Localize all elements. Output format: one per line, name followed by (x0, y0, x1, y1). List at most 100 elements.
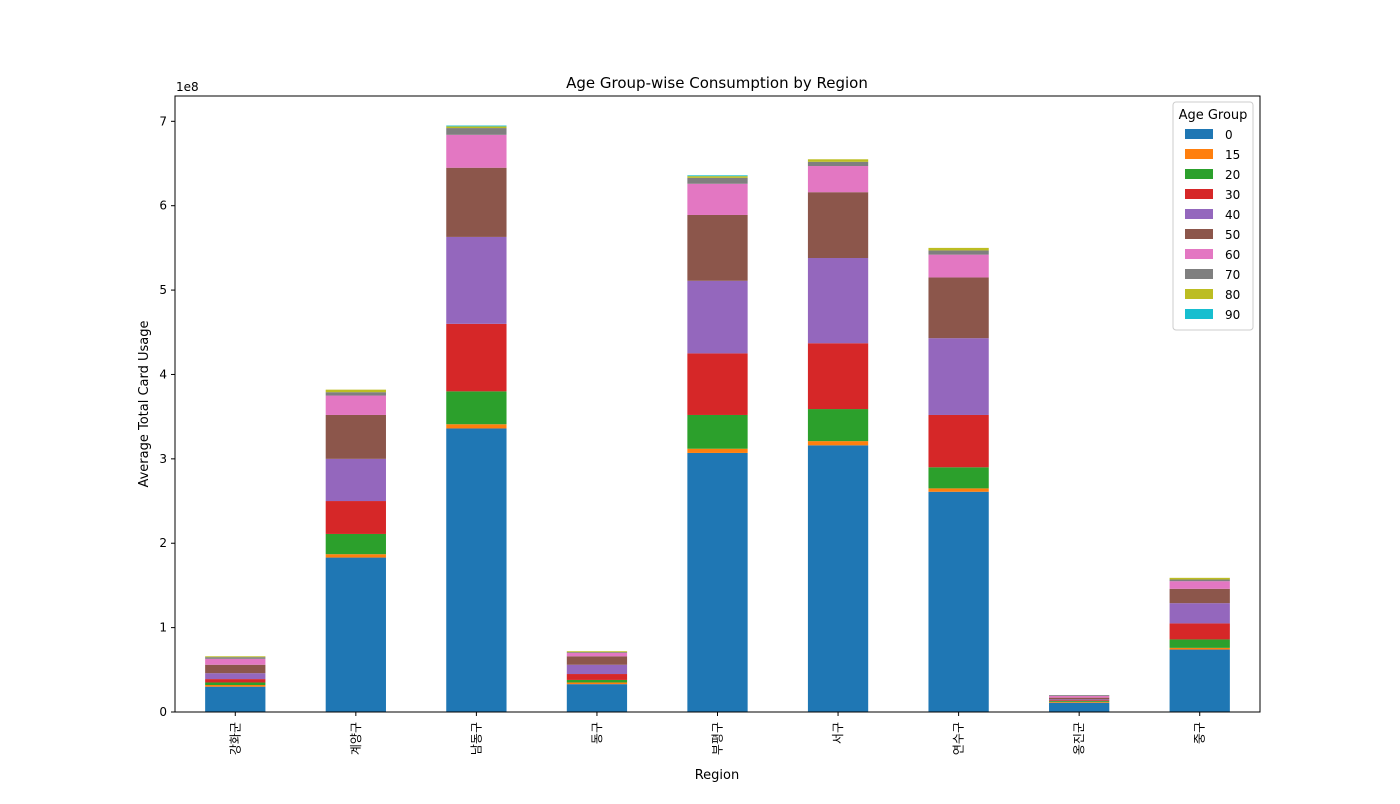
x-tick-label-7: 옹진군 (1072, 722, 1086, 755)
legend-swatch-50 (1185, 229, 1213, 239)
bar-segment-2-80 (446, 126, 507, 129)
bar-segment-8-15 (1169, 647, 1230, 650)
bar-segment-8-50 (1169, 588, 1230, 604)
legend-swatch-90 (1185, 309, 1213, 319)
bar-segment-1-50 (325, 414, 386, 459)
bar-segment-0-15 (205, 684, 266, 687)
bar-segment-7-15 (1049, 701, 1110, 703)
bar-segment-5-15 (807, 441, 869, 446)
bar-segment-1-70 (325, 392, 386, 396)
legend-label-60: 60 (1225, 248, 1240, 262)
bar-segment-8-0 (1169, 649, 1230, 712)
bar-segment-5-50 (807, 192, 869, 259)
bar-segment-3-60 (566, 652, 628, 657)
legend-label-30: 30 (1225, 188, 1240, 202)
legend-label-90: 90 (1225, 308, 1240, 322)
bar-segment-0-80 (205, 656, 266, 658)
y-tick-label-3: 3 (159, 452, 167, 466)
x-tick-label-6: 연수구 (952, 722, 966, 755)
bar-segment-6-30 (928, 414, 989, 468)
legend-label-0: 0 (1225, 128, 1233, 142)
bar-segment-8-20 (1169, 639, 1230, 648)
bar-segment-6-20 (928, 467, 989, 489)
bar-segment-1-15 (325, 554, 386, 558)
bar-segment-1-60 (325, 395, 386, 415)
bar-segment-2-15 (446, 424, 507, 429)
y-tick-label-2: 2 (159, 536, 167, 550)
bar-segment-4-70 (687, 177, 748, 184)
bar-segment-8-40 (1169, 603, 1230, 624)
bar-segment-1-40 (325, 458, 386, 502)
bar-segment-6-70 (928, 250, 989, 255)
bar-segment-1-20 (325, 533, 386, 555)
bar-segment-8-30 (1169, 623, 1230, 640)
bar-segment-2-50 (446, 167, 507, 237)
bar-segment-5-70 (807, 161, 869, 167)
legend-swatch-15 (1185, 149, 1213, 159)
bar-segment-2-20 (446, 391, 507, 425)
x-tick-label-1: 계양구 (349, 722, 363, 755)
bar-segment-7-40 (1049, 699, 1110, 701)
bar-segment-3-30 (566, 674, 628, 680)
bar-segment-4-90 (687, 175, 748, 177)
y-axis-label: Average Total Card Usage (137, 320, 152, 487)
y-tick-label-4: 4 (159, 367, 167, 381)
bar-segment-2-0 (446, 428, 507, 712)
legend-label-50: 50 (1225, 228, 1240, 242)
bar-segment-4-20 (687, 414, 748, 449)
bar-segment-2-90 (446, 125, 507, 127)
legend-swatch-20 (1185, 169, 1213, 179)
legend-swatch-30 (1185, 189, 1213, 199)
bar-segment-6-60 (928, 254, 989, 278)
x-axis-label: Region (695, 768, 740, 783)
bar-segment-4-40 (687, 280, 748, 354)
legend-swatch-40 (1185, 209, 1213, 219)
x-tick-label-5: 서구 (831, 722, 845, 744)
x-tick-label-3: 동구 (590, 722, 604, 744)
bar-segment-2-40 (446, 236, 507, 324)
bar-segment-7-0 (1049, 702, 1110, 712)
bar-segment-3-0 (566, 684, 628, 712)
bar-segment-3-80 (566, 651, 628, 653)
legend-swatch-60 (1185, 249, 1213, 259)
bars-layer (205, 125, 1230, 712)
bar-segment-4-50 (687, 214, 748, 281)
legend-label-20: 20 (1225, 168, 1240, 182)
bar-segment-5-30 (807, 343, 869, 410)
bar-segment-1-0 (325, 557, 386, 712)
bar-segment-3-40 (566, 664, 628, 675)
bar-segment-3-70 (566, 652, 628, 653)
bar-segment-8-80 (1169, 577, 1230, 580)
bar-segment-5-40 (807, 258, 869, 344)
bar-segment-7-70 (1049, 695, 1110, 696)
x-tick-label-0: 강화군 (228, 722, 242, 755)
legend-swatch-80 (1185, 289, 1213, 299)
bar-segment-6-0 (928, 491, 989, 712)
bar-segment-0-70 (205, 657, 266, 659)
y-tick-label-1: 1 (159, 621, 167, 635)
x-tick-label-2: 남동구 (469, 722, 483, 755)
legend: Age Group 0 15 20 30 40 50 60 70 80 90 (1172, 101, 1254, 331)
bar-segment-6-50 (928, 277, 989, 339)
legend-swatch-70 (1185, 269, 1213, 279)
bar-segment-1-80 (325, 389, 386, 393)
bar-segment-0-40 (205, 673, 266, 680)
bar-segment-0-60 (205, 658, 266, 665)
bar-segment-6-15 (928, 488, 989, 492)
bar-segment-4-0 (687, 452, 748, 712)
bar-segment-2-70 (446, 128, 507, 135)
legend-swatch-0 (1185, 129, 1213, 139)
bar-segment-4-60 (687, 183, 748, 215)
bar-segment-2-60 (446, 134, 507, 168)
bar-segment-0-50 (205, 664, 266, 674)
bar-segment-0-0 (205, 686, 266, 712)
bar-segment-8-70 (1169, 579, 1230, 582)
bar-segment-6-40 (928, 338, 989, 415)
bar-segment-3-15 (566, 682, 628, 685)
bar-segment-5-80 (807, 159, 869, 162)
bar-segment-2-30 (446, 323, 507, 392)
bar-segment-7-20 (1049, 701, 1110, 702)
x-tick-label-8: 중구 (1193, 722, 1207, 744)
bar-segment-3-50 (566, 656, 628, 665)
